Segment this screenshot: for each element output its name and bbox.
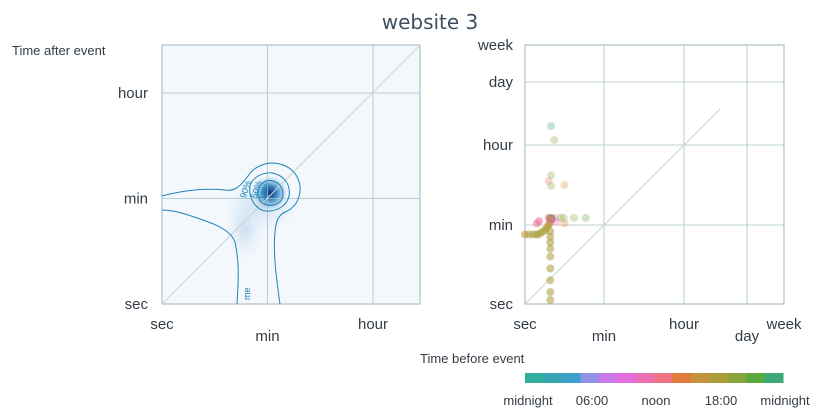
colorbar-segment <box>746 373 766 383</box>
right-ytick-label: sec <box>490 296 514 313</box>
colorbar-tick-label: noon <box>642 393 671 408</box>
left-xtick-label: min <box>255 328 279 345</box>
scatter-point <box>546 276 555 285</box>
right-xtick-label: day <box>735 328 760 345</box>
left-ylabel: Time after event <box>12 43 106 58</box>
colorbar-segment <box>580 373 600 383</box>
scatter-point <box>546 264 555 273</box>
scatter-point <box>546 288 555 297</box>
left-tick-labels: sec min hour sec min hour <box>118 85 388 345</box>
right-xtick-label: week <box>765 316 802 333</box>
colorbar-segment <box>598 373 618 383</box>
scatter-point <box>547 122 556 131</box>
colorbar-segment <box>727 373 747 383</box>
scatter-points <box>521 122 590 305</box>
colorbar-tick-label: midnight <box>760 393 810 408</box>
contour-inner <box>257 180 284 206</box>
right-grid <box>524 44 785 305</box>
colorbar-segment <box>654 373 673 383</box>
scatter-point <box>546 227 555 236</box>
colorbar-segment <box>709 373 729 383</box>
left-ytick-label: min <box>124 191 148 208</box>
scatter-point <box>547 171 556 180</box>
scatter-point <box>569 213 578 222</box>
left-frame <box>161 44 421 305</box>
right-xtick-label: sec <box>513 316 537 333</box>
colorbar-tick-labels: midnight 06:00 noon 18:00 midnight <box>503 393 810 408</box>
scatter-point <box>546 296 555 305</box>
right-xtick-label: min <box>592 328 616 345</box>
scatter-point <box>544 213 553 222</box>
scatter-point <box>551 213 560 222</box>
colorbar-segment <box>635 373 655 383</box>
scatter-point <box>546 244 555 253</box>
left-ytick-label: hour <box>118 85 148 102</box>
scatter-point <box>552 217 561 226</box>
colorbar-tick-label: 18:00 <box>705 393 738 408</box>
right-ytick-label: day <box>489 74 514 91</box>
left-ytick-label: sec <box>125 296 149 313</box>
colorbar-segment <box>690 373 710 383</box>
right-ytick-label: week <box>477 37 514 54</box>
contour-mid <box>249 172 290 212</box>
figure-title: website 3 <box>382 10 479 34</box>
scatter-point <box>532 219 541 228</box>
colorbar-segment <box>525 373 544 383</box>
right-ytick-label: min <box>489 217 513 234</box>
scatter-point <box>546 238 555 247</box>
left-xtick-label: sec <box>150 316 174 333</box>
colorbar-segments <box>525 373 784 383</box>
scatter-point <box>546 252 555 261</box>
colorbar-segment <box>764 373 784 383</box>
scatter-point <box>560 219 569 228</box>
scatter-point <box>581 213 590 222</box>
colorbar: Time before event midnight 06:00 noon 18:00… <box>420 351 810 408</box>
scatter-point <box>546 232 555 241</box>
scatter-point <box>544 177 553 185</box>
colorbar-segment <box>561 373 581 383</box>
scatter-point <box>559 213 568 222</box>
left-grid <box>161 44 421 305</box>
contour-label-me: me <box>242 287 252 300</box>
scatter-point <box>547 181 556 190</box>
contour-outer <box>161 162 301 305</box>
right-diagonal <box>524 108 721 305</box>
colorbar-segment <box>543 373 563 383</box>
colorbar-segment <box>672 373 692 383</box>
colorbar-tick-label: 06:00 <box>576 393 609 408</box>
left-panel: 90% 50% 10% me Time after event secminho… <box>12 43 421 345</box>
right-xtick-label: hour <box>669 316 699 333</box>
colorbar-tick-label: midnight <box>503 393 553 408</box>
scatter-point <box>550 135 559 144</box>
scatter-point <box>560 181 569 189</box>
scatter-point <box>556 213 565 222</box>
colorbar-segment <box>617 373 637 383</box>
right-ytick-label: hour <box>483 137 513 154</box>
right-frame <box>524 44 785 305</box>
left-xtick-label: hour <box>358 316 388 333</box>
left-diagonal <box>161 44 421 305</box>
colorbar-label: Time before event <box>420 351 525 366</box>
